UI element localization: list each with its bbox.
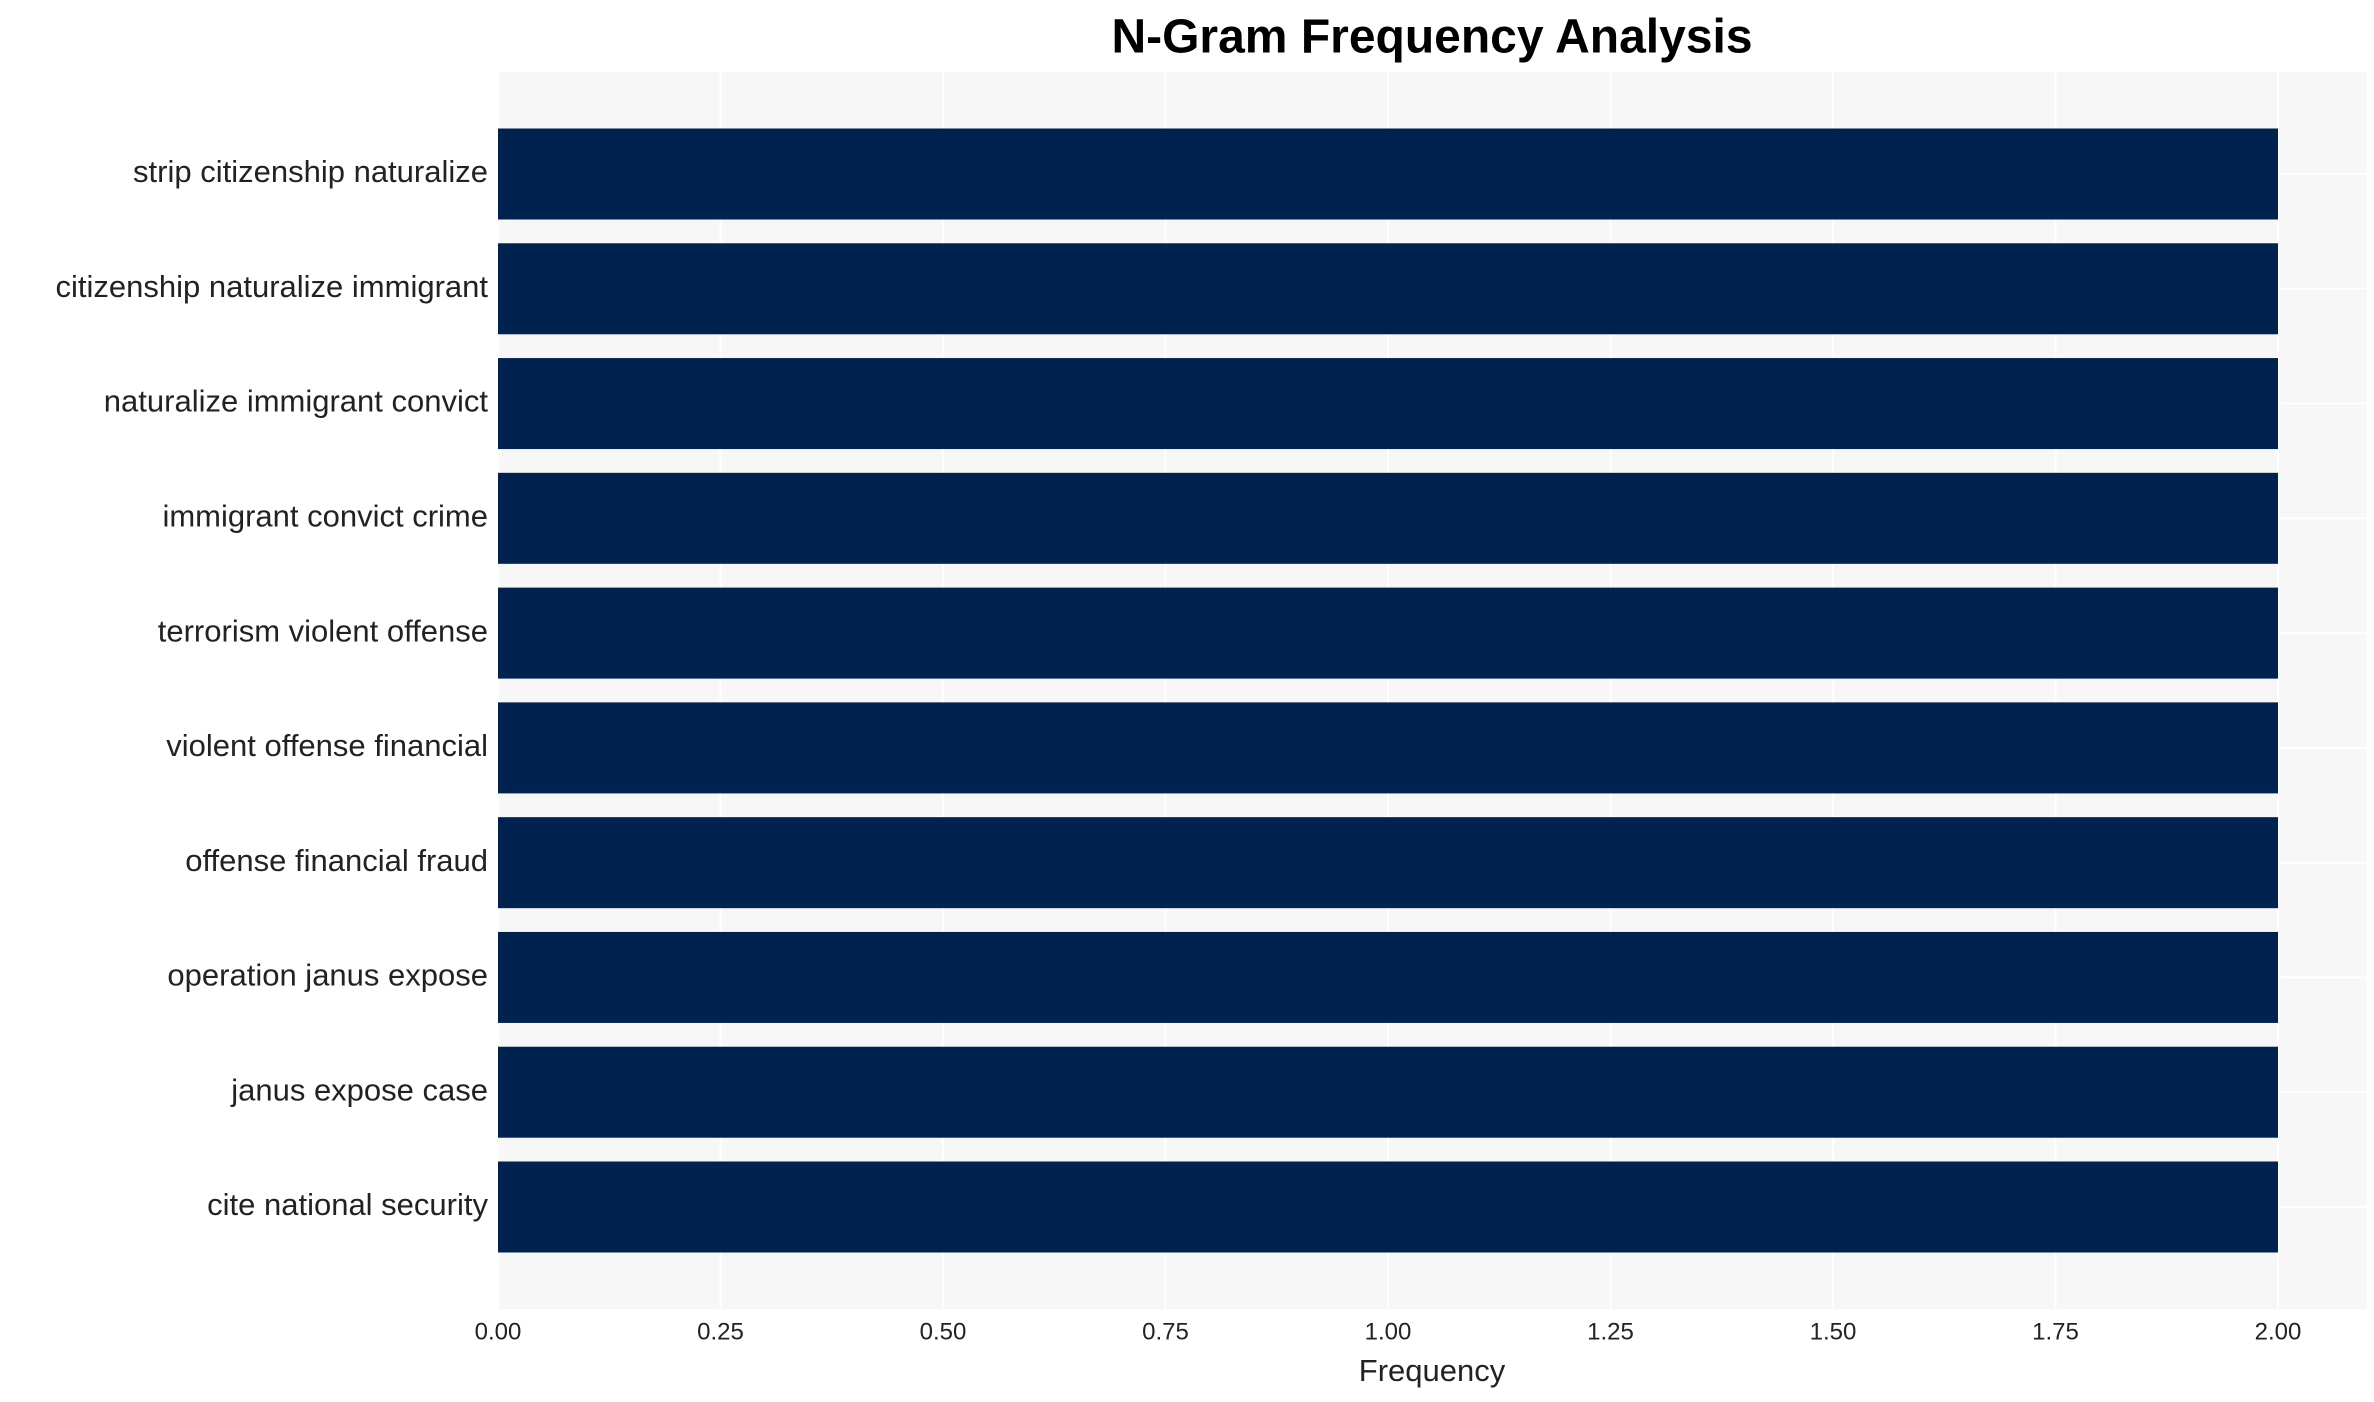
y-tick-label: naturalize immigrant convict bbox=[104, 384, 489, 419]
y-tick-label: cite national security bbox=[207, 1187, 488, 1222]
bar bbox=[498, 931, 2278, 1023]
y-tick-label: offense financial fraud bbox=[185, 843, 488, 878]
x-tick-label: 0.00 bbox=[475, 1318, 522, 1345]
x-axis-label: Frequency bbox=[1359, 1353, 1506, 1388]
bar bbox=[498, 1161, 2278, 1253]
bar bbox=[498, 817, 2278, 909]
x-tick-label: 0.50 bbox=[920, 1318, 967, 1345]
bar bbox=[498, 702, 2278, 794]
y-tick-label: citizenship naturalize immigrant bbox=[56, 269, 489, 304]
y-tick-label: terrorism violent offense bbox=[158, 613, 488, 648]
x-tick-label: 1.50 bbox=[1810, 1318, 1857, 1345]
x-tick-label: 0.25 bbox=[697, 1318, 744, 1345]
bar bbox=[498, 358, 2278, 450]
bar bbox=[498, 128, 2278, 220]
y-tick-label: operation janus expose bbox=[167, 958, 488, 993]
chart-title: N-Gram Frequency Analysis bbox=[1111, 11, 1752, 64]
x-tick-label: 0.75 bbox=[1142, 1318, 1189, 1345]
y-tick-label: immigrant convict crime bbox=[162, 499, 488, 534]
x-tick-label: 1.25 bbox=[1587, 1318, 1634, 1345]
bar bbox=[498, 1046, 2278, 1138]
x-tick-label: 1.75 bbox=[2032, 1318, 2079, 1345]
x-tick-label: 2.00 bbox=[2255, 1318, 2302, 1345]
bar bbox=[498, 472, 2278, 564]
y-tick-label: violent offense financial bbox=[166, 728, 488, 763]
x-tick-label: 1.00 bbox=[1365, 1318, 1412, 1345]
bar bbox=[498, 243, 2278, 335]
bar bbox=[498, 587, 2278, 679]
y-tick-label: janus expose case bbox=[230, 1072, 488, 1107]
y-tick-label: strip citizenship naturalize bbox=[133, 154, 488, 189]
